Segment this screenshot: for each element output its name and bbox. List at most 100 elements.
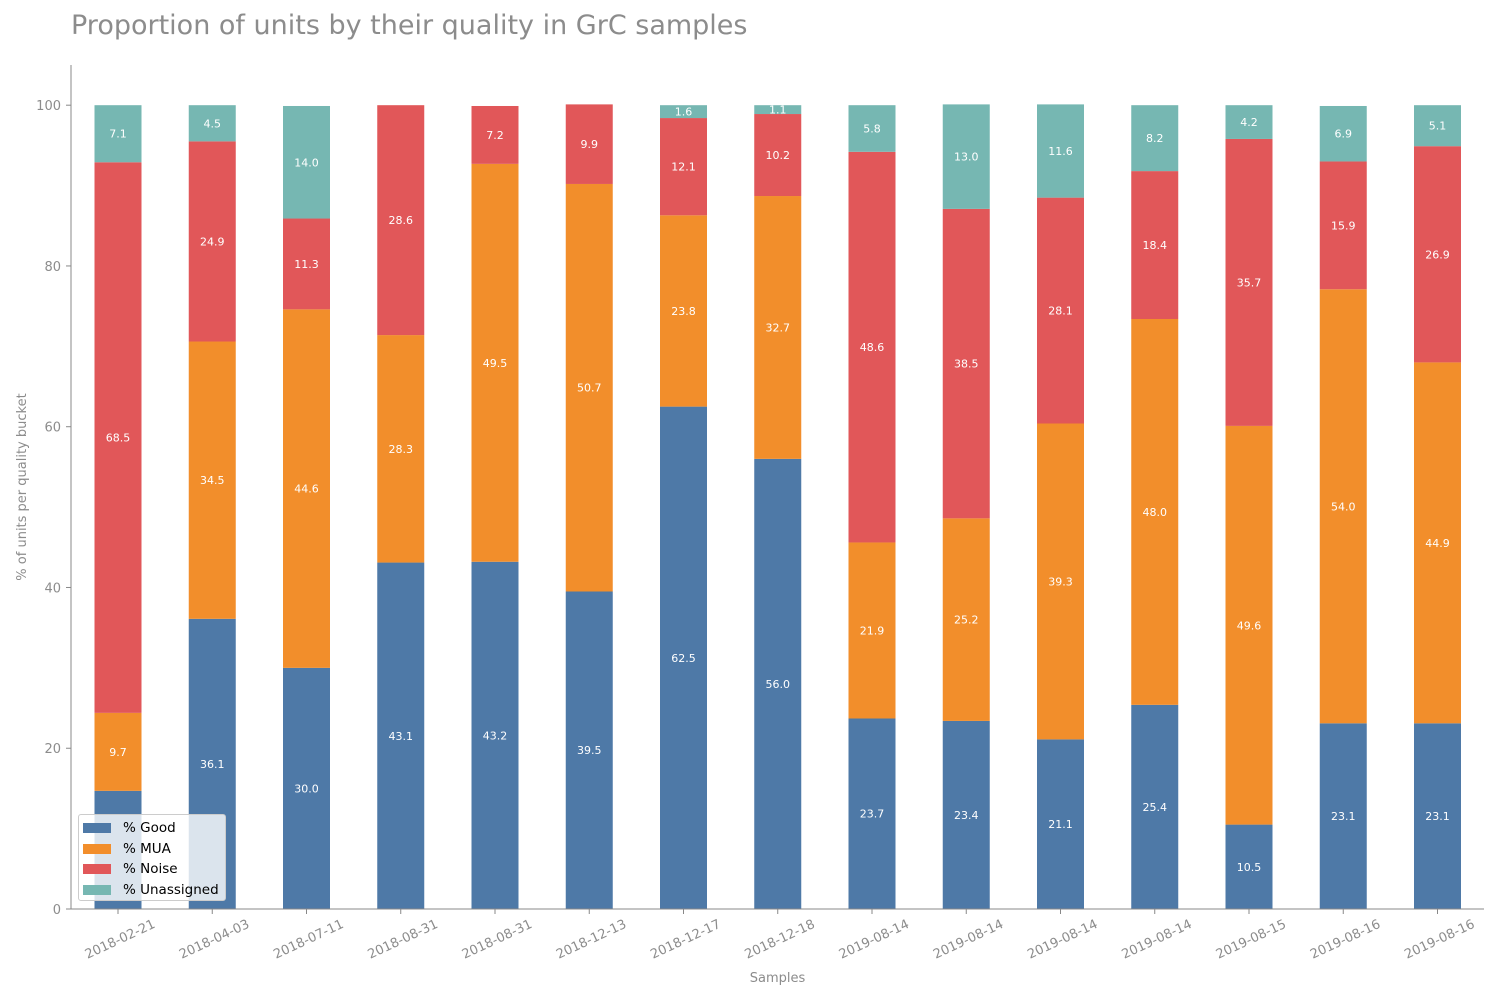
x-tick-label: 2019-08-14 <box>1120 917 1195 963</box>
bar-label-good-8: 23.7 <box>860 808 885 821</box>
bar-segment-unassigned-2 <box>283 105 330 219</box>
bar-segment-good-11 <box>1131 704 1179 909</box>
y-tick-label: 20 <box>44 742 61 757</box>
legend-label-good: % Good <box>123 820 176 837</box>
bar-label-noise-14: 26.9 <box>1425 248 1450 261</box>
bar-label-mua-4: 49.5 <box>483 357 508 370</box>
bar-label-mua-12: 49.6 <box>1237 619 1262 632</box>
bar-segment-mua-4 <box>471 163 519 562</box>
bar-segment-mua-2 <box>283 309 330 668</box>
y-tick-label: 60 <box>44 421 61 436</box>
bar-label-good-13: 23.1 <box>1331 810 1356 823</box>
x-tick-label: 2018-08-31 <box>366 917 441 963</box>
bars-layer <box>94 104 1461 909</box>
y-tick-label: 100 <box>36 99 61 114</box>
bar-segment-good-9 <box>942 720 990 909</box>
x-ticks: 2018-02-21 2018-04-03 2018-07-11 2018-08-31… <box>83 909 1477 963</box>
bar-label-unassigned-13: 6.9 <box>1335 128 1353 141</box>
bar-segment-unassigned-6 <box>660 105 707 119</box>
legend-item-unassigned: % Unassigned <box>83 880 225 901</box>
legend-swatch-unassigned <box>83 884 111 895</box>
bar-segment-unassigned-12 <box>1225 105 1273 139</box>
bar-label-mua-5: 50.7 <box>577 382 602 395</box>
bar-segment-noise-6 <box>660 118 707 216</box>
bar-segment-mua-1 <box>188 341 236 619</box>
legend-label-mua: % MUA <box>123 840 171 857</box>
x-axis-label: Samples <box>750 971 806 986</box>
bar-label-noise-2: 11.3 <box>294 258 319 271</box>
x-tick-label: 2018-12-17 <box>648 917 723 963</box>
y-tick-label: 80 <box>44 260 61 275</box>
bar-label-unassigned-6: 1.6 <box>675 106 693 119</box>
bar-segment-noise-4 <box>471 105 519 164</box>
bar-segment-noise-7 <box>754 114 802 197</box>
bar-segment-mua-11 <box>1131 319 1179 705</box>
bar-label-noise-13: 15.9 <box>1331 219 1356 232</box>
legend-item-noise: % Noise <box>83 859 225 880</box>
bar-label-mua-1: 34.5 <box>200 474 225 487</box>
bar-value-labels: 9.7 68.5 7.1 36.1 34.5 24.9 4.5 30.0 44.6 11.3 14.… <box>106 104 1450 874</box>
y-ticks: 0 20 40 60 80 100 <box>36 99 71 918</box>
bar-label-mua-0: 9.7 <box>109 746 127 759</box>
bar-label-noise-0: 68.5 <box>106 432 131 445</box>
bar-segment-mua-0 <box>94 712 142 791</box>
x-tick-label: 2019-08-16 <box>1402 917 1477 963</box>
bar-label-mua-2: 44.6 <box>294 483 319 496</box>
bar-label-mua-14: 44.9 <box>1425 537 1450 550</box>
bar-segment-good-14 <box>1414 723 1461 909</box>
bar-segment-unassigned-0 <box>94 105 142 163</box>
bar-label-good-6: 62.5 <box>671 652 696 665</box>
bar-label-mua-9: 25.2 <box>954 614 979 627</box>
x-tick-label: 2018-07-11 <box>271 917 346 963</box>
bar-label-good-4: 43.2 <box>483 729 508 742</box>
bar-segment-noise-10 <box>1037 197 1084 424</box>
bar-label-good-1: 36.1 <box>200 758 225 771</box>
y-tick-label: 40 <box>44 581 61 596</box>
y-axis-label: % of units per quality bucket <box>15 393 30 580</box>
bar-segment-good-2 <box>283 667 330 909</box>
bar-segment-good-12 <box>1225 824 1273 909</box>
bar-label-noise-3: 28.6 <box>389 214 414 227</box>
bar-label-good-7: 56.0 <box>766 678 791 691</box>
x-tick-label: 2019-08-14 <box>1025 917 1100 963</box>
x-tick-label: 2019-08-16 <box>1308 917 1383 963</box>
bar-label-good-3: 43.1 <box>389 730 414 743</box>
bar-label-noise-6: 12.1 <box>671 161 696 174</box>
bar-segment-unassigned-7 <box>754 105 802 115</box>
bar-segment-noise-13 <box>1319 161 1367 290</box>
bar-segment-good-13 <box>1319 723 1367 909</box>
bar-label-mua-7: 32.7 <box>766 321 791 334</box>
bar-segment-noise-5 <box>565 104 613 184</box>
x-tick-label: 2018-12-18 <box>743 917 818 963</box>
bar-segment-noise-0 <box>94 162 142 713</box>
bar-label-unassigned-14: 5.1 <box>1429 120 1447 133</box>
bar-label-noise-9: 38.5 <box>954 358 979 371</box>
bar-label-unassigned-7: 1.1 <box>769 104 787 117</box>
bar-segment-noise-2 <box>283 218 330 310</box>
bar-segment-good-3 <box>377 562 425 909</box>
bar-label-mua-11: 48.0 <box>1143 506 1168 519</box>
bar-segment-good-6 <box>660 406 707 909</box>
bar-segment-mua-3 <box>377 335 425 563</box>
legend-label-unassigned: % Unassigned <box>123 881 219 898</box>
bar-segment-noise-8 <box>848 151 896 543</box>
x-tick-label: 2018-04-03 <box>177 917 252 963</box>
bar-segment-mua-5 <box>565 183 613 592</box>
bar-label-mua-13: 54.0 <box>1331 500 1356 513</box>
bar-label-mua-6: 23.8 <box>671 305 696 318</box>
bar-segment-good-10 <box>1037 739 1084 909</box>
x-tick-label: 2019-08-14 <box>931 917 1006 963</box>
legend-swatch-mua <box>83 843 111 854</box>
x-tick-label: 2018-02-21 <box>83 917 158 963</box>
bar-segment-noise-14 <box>1414 146 1461 363</box>
bar-segment-mua-12 <box>1225 425 1273 825</box>
legend-label-noise: % Noise <box>123 861 178 878</box>
bar-label-good-2: 30.0 <box>294 782 319 795</box>
bar-label-noise-8: 48.6 <box>860 341 885 354</box>
legend-item-mua: % MUA <box>83 839 225 860</box>
bar-label-unassigned-10: 11.6 <box>1048 145 1073 158</box>
y-tick-label: 0 <box>53 903 61 918</box>
bar-segment-unassigned-13 <box>1319 105 1367 162</box>
bar-label-good-5: 39.5 <box>577 744 602 757</box>
